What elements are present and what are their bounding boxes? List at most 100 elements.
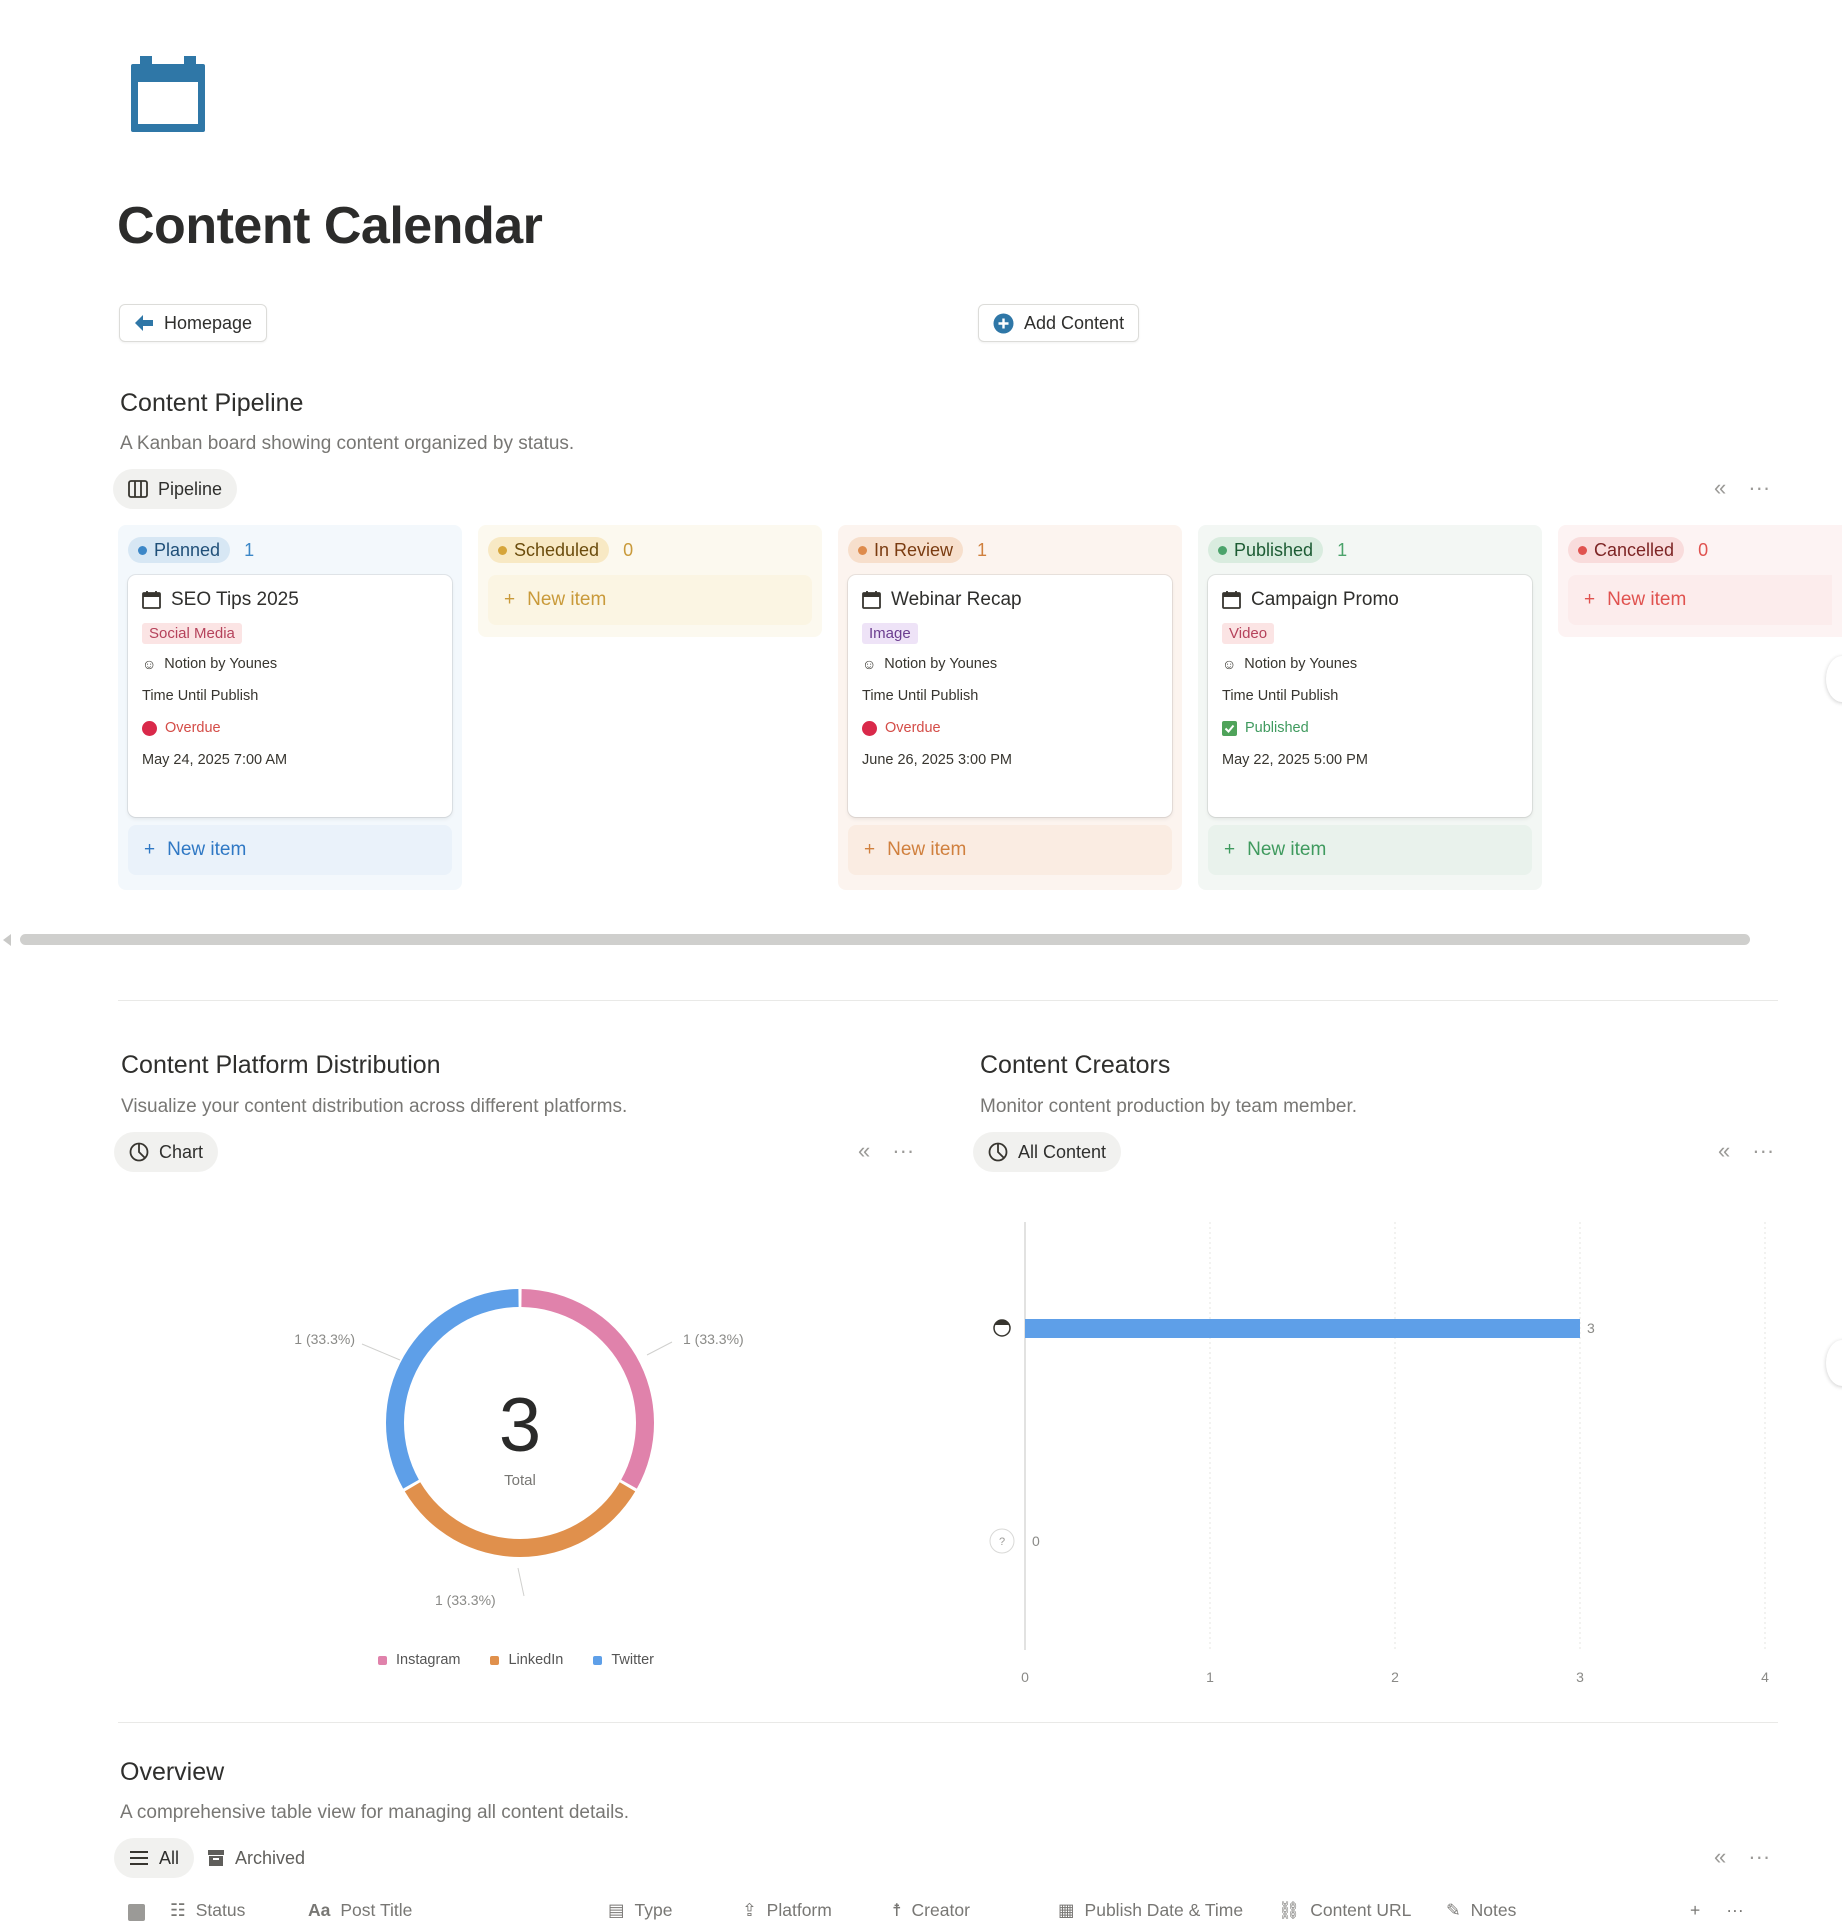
column-header-publish-date[interactable]: ▦ Publish Date & Time (1058, 1900, 1244, 1920)
pie-chart-icon (988, 1142, 1008, 1162)
column-count: 0 (623, 539, 634, 560)
legend-item-linkedin: LinkedIn (490, 1652, 563, 1668)
more-icon[interactable]: ··· (1748, 1844, 1771, 1869)
slice-label: 1 (33.3%) (683, 1331, 744, 1347)
add-content-button[interactable]: Add Content (978, 304, 1140, 342)
bar-value-label: 3 (1587, 1320, 1595, 1336)
column-header-type[interactable]: ▤ Type (608, 1900, 673, 1920)
column-header-post-title[interactable]: Aa Post Title (308, 1900, 413, 1920)
column-header-notes[interactable]: ✎ Notes (1446, 1900, 1517, 1920)
x-tick-label: 1 (1206, 1669, 1214, 1685)
collapse-icon[interactable]: « (1718, 1138, 1731, 1163)
card-seo-tips[interactable]: SEO Tips 2025 Social Media ☺ Notion by Yo… (128, 575, 452, 817)
card-campaign-promo[interactable]: Campaign Promo Video ☺ Notion by Younes T… (1208, 575, 1532, 817)
share-icon: ⇪ (742, 1900, 757, 1920)
donut-chart: 1 (33.3%) 1 (33.3%) 1 (33.3%) 3 Total (294, 1289, 744, 1608)
donut-slice-linkedin[interactable] (404, 1482, 636, 1557)
calendar-icon (131, 56, 205, 132)
tab-chart[interactable]: Chart (114, 1132, 219, 1172)
time-label: Time Until Publish (1222, 688, 1339, 704)
tab-chart-label: Chart (159, 1141, 204, 1162)
scroll-right-button[interactable] (1826, 656, 1842, 702)
new-item-button[interactable]: + New item (488, 575, 812, 625)
overdue-icon (862, 720, 877, 736)
tab-all[interactable]: All (114, 1838, 195, 1878)
donut-center-label: Total (504, 1472, 536, 1489)
arrow-left-icon (135, 315, 153, 331)
new-item-button[interactable]: + New item (1208, 825, 1532, 875)
card-webinar-recap[interactable]: Webinar Recap Image ☺ Notion by Younes Ti… (848, 575, 1172, 817)
column-scheduled: Scheduled 0 + New item (478, 525, 822, 637)
time-label: Time Until Publish (862, 688, 979, 704)
donut-slice-twitter[interactable] (386, 1289, 519, 1489)
bar[interactable] (1025, 1319, 1580, 1338)
column-cancelled: Cancelled 0 + New item (1558, 525, 1842, 637)
status-badge-planned: Planned (128, 537, 231, 563)
overdue-icon (142, 720, 157, 736)
link-icon: ⛓ (1278, 1900, 1301, 1920)
card-title: Webinar Recap (891, 589, 1022, 610)
label-leader-line (517, 1567, 525, 1597)
calendar-small-icon (862, 591, 881, 609)
creator-name: Notion by Younes (884, 656, 998, 672)
status-badge-scheduled: Scheduled (488, 537, 610, 563)
select-icon: ▤ (608, 1900, 625, 1920)
tab-archived[interactable]: Archived (192, 1838, 320, 1878)
status-badge-cancelled: Cancelled (1568, 537, 1685, 563)
new-item-button[interactable]: + New item (848, 825, 1172, 875)
more-icon[interactable]: ··· (1752, 1138, 1775, 1163)
donut-slice-instagram[interactable] (521, 1289, 654, 1489)
chart-legend: Instagram LinkedIn Twitter (378, 1652, 654, 1668)
calendar-small-icon: ▦ (1058, 1900, 1075, 1920)
pipeline-title: Content Pipeline (120, 389, 304, 417)
scroll-left-arrow-icon[interactable] (3, 934, 11, 946)
more-icon[interactable]: ··· (1726, 1900, 1744, 1920)
archive-icon[interactable] (128, 1904, 145, 1921)
column-header-creator[interactable]: ☨ Creator (892, 1900, 970, 1920)
column-published: Published 1 Campaign Promo Video ☺ Notion… (1198, 525, 1542, 890)
time-label: Time Until Publish (142, 688, 259, 704)
legend-item-instagram: Instagram (378, 1652, 460, 1668)
x-tick-label: 3 (1576, 1669, 1584, 1685)
column-count: 1 (244, 539, 255, 560)
column-header-content-url[interactable]: ⛓ Content URL (1278, 1900, 1412, 1920)
tab-archived-label: Archived (235, 1847, 306, 1868)
calendar-small-icon (142, 591, 161, 609)
column-count: 0 (1698, 539, 1709, 560)
new-item-button[interactable]: + New item (1568, 575, 1832, 625)
check-icon (1222, 720, 1237, 736)
tab-all-content[interactable]: All Content (973, 1132, 1122, 1172)
slice-label: 1 (33.3%) (435, 1592, 496, 1608)
column-header-platform[interactable]: ⇪ Platform (742, 1900, 832, 1920)
column-in-review: In Review 1 Webinar Recap Image ☺ Notion … (838, 525, 1182, 890)
homepage-button[interactable]: Homepage (119, 304, 268, 342)
creators-bar-chart: 0 1 2 3 4 3 0? (989, 1222, 1769, 1685)
collapse-icon[interactable]: « (1714, 1844, 1727, 1869)
add-column-icon[interactable]: + (1690, 1900, 1701, 1920)
state-label: Published (1245, 720, 1309, 736)
publish-date: May 22, 2025 5:00 PM (1222, 752, 1368, 768)
horizontal-scrollbar[interactable] (20, 934, 1750, 945)
new-item-button[interactable]: + New item (128, 825, 452, 875)
checklist-icon: ☷ (170, 1900, 186, 1920)
plus-icon: + (144, 839, 156, 860)
avatar: ☺ (142, 656, 157, 672)
bar-value-label: 0 (1032, 1533, 1040, 1549)
more-icon[interactable]: ··· (892, 1138, 915, 1163)
label-leader-line (646, 1341, 673, 1356)
column-count: 1 (1337, 539, 1348, 560)
more-icon[interactable]: ··· (1748, 475, 1771, 500)
status-badge-published: Published (1208, 537, 1324, 563)
collapse-icon[interactable]: « (1714, 475, 1727, 500)
column-header-status[interactable]: ☷ Status (170, 1900, 246, 1920)
plus-icon: + (1584, 589, 1596, 610)
card-title: Campaign Promo (1251, 589, 1399, 610)
type-tag: Image (862, 623, 918, 644)
creators-description: Monitor content production by team membe… (980, 1096, 1358, 1117)
tab-pipeline-label: Pipeline (158, 478, 223, 499)
publish-date: May 24, 2025 7:00 AM (142, 752, 288, 768)
tab-all-label: All (159, 1847, 180, 1868)
collapse-icon[interactable]: « (858, 1138, 871, 1163)
tab-pipeline[interactable]: Pipeline (113, 469, 238, 509)
scroll-right-button[interactable] (1826, 1340, 1842, 1386)
